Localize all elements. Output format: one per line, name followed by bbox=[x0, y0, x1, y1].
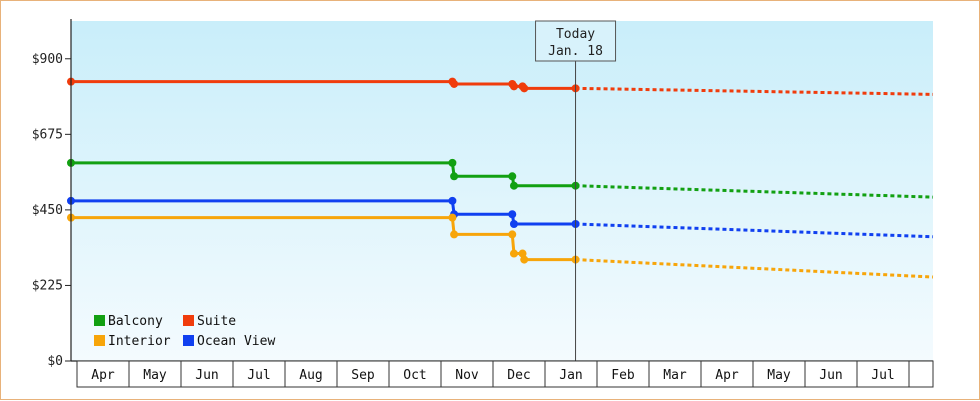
today-marker: Today Jan. 18 bbox=[535, 20, 617, 361]
month-cell bbox=[648, 360, 702, 388]
month-label: Aug bbox=[299, 368, 322, 383]
data-point bbox=[448, 196, 457, 205]
series-forecast-line bbox=[575, 222, 934, 239]
month-label: May bbox=[767, 368, 791, 383]
data-point bbox=[520, 255, 529, 264]
month-label: Nov bbox=[455, 368, 479, 383]
month-label: Apr bbox=[91, 368, 115, 383]
month-label: Dec bbox=[507, 368, 530, 383]
month-cell bbox=[232, 360, 286, 388]
month-label: Feb bbox=[611, 368, 635, 383]
legend-label: Balcony bbox=[108, 314, 163, 329]
month-label: Mar bbox=[663, 368, 687, 383]
data-point bbox=[508, 210, 517, 219]
data-point bbox=[518, 249, 527, 258]
month-cell bbox=[284, 360, 338, 388]
month-label: Jun bbox=[819, 368, 842, 383]
data-point bbox=[448, 158, 457, 167]
data-point bbox=[509, 181, 518, 190]
month-label: Jun bbox=[195, 368, 218, 383]
data-point bbox=[508, 230, 517, 239]
today-box bbox=[535, 20, 617, 62]
data-point bbox=[509, 82, 518, 91]
month-cell bbox=[336, 360, 390, 388]
series-line bbox=[71, 199, 576, 226]
data-point bbox=[450, 172, 459, 181]
month-label: Jul bbox=[871, 368, 894, 383]
legend-label: Suite bbox=[197, 314, 236, 329]
month-cell-tail bbox=[908, 360, 934, 388]
month-axis: Apr May Jun Jul Aug Sep Oct Nov Dec Jan Feb Mar Apr M… bbox=[76, 360, 934, 388]
y-tick-label: $225 bbox=[32, 278, 63, 293]
month-cell bbox=[388, 360, 442, 388]
series-forecast-line bbox=[575, 86, 934, 96]
legend-swatch bbox=[183, 315, 194, 326]
month-label: Apr bbox=[715, 368, 739, 383]
month-label: Oct bbox=[403, 368, 426, 383]
y-tick-label: $450 bbox=[32, 203, 63, 218]
month-cell bbox=[180, 360, 234, 388]
series-layer bbox=[67, 77, 934, 279]
data-point bbox=[509, 249, 518, 258]
legend-label: Ocean View bbox=[197, 334, 275, 349]
data-point bbox=[508, 172, 517, 181]
data-point bbox=[450, 79, 459, 88]
y-axis-ticks: $0 $225 $450 $675 $900 bbox=[32, 52, 71, 369]
month-cell bbox=[700, 360, 754, 388]
y-tick-label: $675 bbox=[32, 127, 63, 142]
month-label: Jul bbox=[247, 368, 270, 383]
series-line bbox=[71, 161, 576, 188]
month-cell bbox=[76, 360, 130, 388]
data-point bbox=[520, 84, 529, 93]
data-point bbox=[448, 213, 457, 222]
legend-swatch bbox=[94, 335, 105, 346]
month-cell bbox=[492, 360, 546, 388]
month-cell bbox=[804, 360, 858, 388]
month-label: Jan bbox=[559, 368, 582, 383]
series-forecast-line bbox=[575, 184, 934, 199]
series-forecast-line bbox=[575, 258, 934, 279]
today-label: Today bbox=[556, 27, 595, 42]
y-tick-label: $0 bbox=[47, 354, 63, 369]
today-date: Jan. 18 bbox=[548, 44, 603, 59]
legend-swatch bbox=[183, 335, 194, 346]
month-label: Sep bbox=[351, 368, 375, 383]
legend-label: Interior bbox=[108, 334, 171, 349]
data-point bbox=[450, 230, 459, 239]
month-cell bbox=[128, 360, 182, 388]
data-point bbox=[509, 219, 518, 228]
month-label: May bbox=[143, 368, 167, 383]
legend: Balcony Suite Interior Ocean View bbox=[94, 314, 275, 349]
y-tick-label: $900 bbox=[32, 52, 63, 67]
legend-swatch bbox=[94, 315, 105, 326]
plot-area bbox=[71, 21, 933, 361]
month-cell bbox=[596, 360, 650, 388]
